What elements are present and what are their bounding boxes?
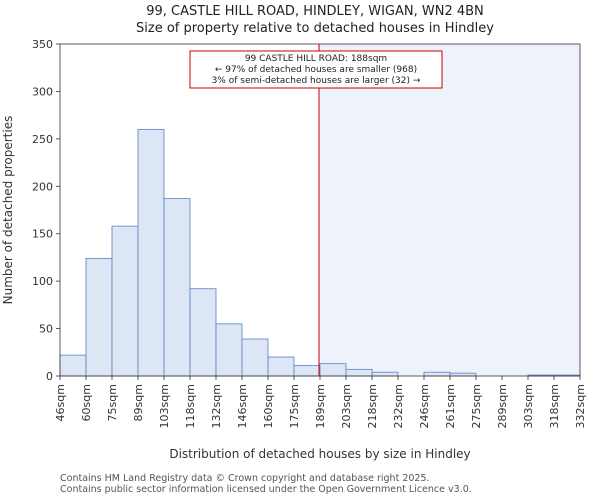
annotation-line-1: 99 CASTLE HILL ROAD: 188sqm <box>245 54 387 64</box>
x-axis-ticks: 46sqm 60sqm 75sqm 89sqm 103sqm 118sqm 132sqm 14… <box>54 376 587 428</box>
bar-75sqm <box>111 225 139 377</box>
y-tick-label: 200 <box>32 180 53 193</box>
x-tick-label: 175sqm <box>288 384 301 428</box>
x-tick-label: 261sqm <box>444 384 457 428</box>
y-tick-label: 300 <box>32 85 53 98</box>
annotation-line-3: 3% of semi-detached houses are larger (3… <box>212 76 421 86</box>
y-tick-label: 350 <box>32 38 53 51</box>
bar-189sqm <box>319 363 347 377</box>
y-tick-label: 250 <box>32 133 53 146</box>
x-tick-label: 60sqm <box>80 384 93 421</box>
bar-46sqm <box>59 354 87 377</box>
bar-89sqm <box>137 128 165 377</box>
chart-subtitle: Size of property relative to detached ho… <box>136 21 494 36</box>
footer-line-1: Contains HM Land Registry data © Crown c… <box>60 473 430 484</box>
footer-line-2: Contains public sector information licen… <box>60 484 472 495</box>
bars-group <box>59 128 581 377</box>
bar-246sqm <box>423 371 451 377</box>
annotation-box: 99 CASTLE HILL ROAD: 188sqm ← 97% of det… <box>189 50 443 89</box>
bar-218sqm <box>371 371 399 377</box>
x-tick-label: 275sqm <box>470 384 483 428</box>
bar-118sqm <box>189 288 217 377</box>
bar-146sqm <box>241 338 269 377</box>
bar-103sqm <box>163 198 191 377</box>
x-tick-label: 46sqm <box>54 384 67 421</box>
x-tick-label: 318sqm <box>548 384 561 428</box>
y-tick-label: 50 <box>39 323 53 336</box>
x-tick-label: 289sqm <box>496 384 509 428</box>
bar-175sqm <box>293 365 321 377</box>
x-tick-label: 146sqm <box>236 384 249 428</box>
y-axis-label: Number of detached properties <box>1 116 15 305</box>
x-tick-label: 118sqm <box>184 384 197 428</box>
y-tick-label: 0 <box>46 370 53 383</box>
bar-60sqm <box>85 257 113 377</box>
x-tick-label: 132sqm <box>210 384 223 428</box>
x-tick-label: 232sqm <box>392 384 405 428</box>
x-tick-label: 332sqm <box>574 384 587 428</box>
x-tick-label: 189sqm <box>314 384 327 428</box>
x-tick-label: 89sqm <box>132 384 145 421</box>
x-axis-label: Distribution of detached houses by size … <box>169 447 470 461</box>
highlight-region <box>319 44 580 376</box>
chart-title: 99, CASTLE HILL ROAD, HINDLEY, WIGAN, WN… <box>146 4 484 19</box>
bar-203sqm <box>345 368 373 377</box>
bar-160sqm <box>267 356 295 377</box>
x-tick-label: 160sqm <box>262 384 275 428</box>
x-tick-label: 203sqm <box>340 384 353 428</box>
x-tick-label: 218sqm <box>366 384 379 428</box>
x-tick-label: 103sqm <box>158 384 171 428</box>
x-tick-label: 246sqm <box>418 384 431 428</box>
annotation-frame <box>189 50 443 89</box>
x-tick-label: 75sqm <box>106 384 119 421</box>
y-axis-ticks: 0 50 100 150 200 250 300 350 <box>32 38 60 383</box>
bar-132sqm <box>215 323 243 377</box>
annotation-line-2: ← 97% of detached houses are smaller (96… <box>215 65 417 75</box>
bar-261sqm <box>449 372 477 377</box>
y-tick-label: 100 <box>32 275 53 288</box>
y-tick-label: 150 <box>32 228 53 241</box>
x-tick-label: 303sqm <box>522 384 535 428</box>
